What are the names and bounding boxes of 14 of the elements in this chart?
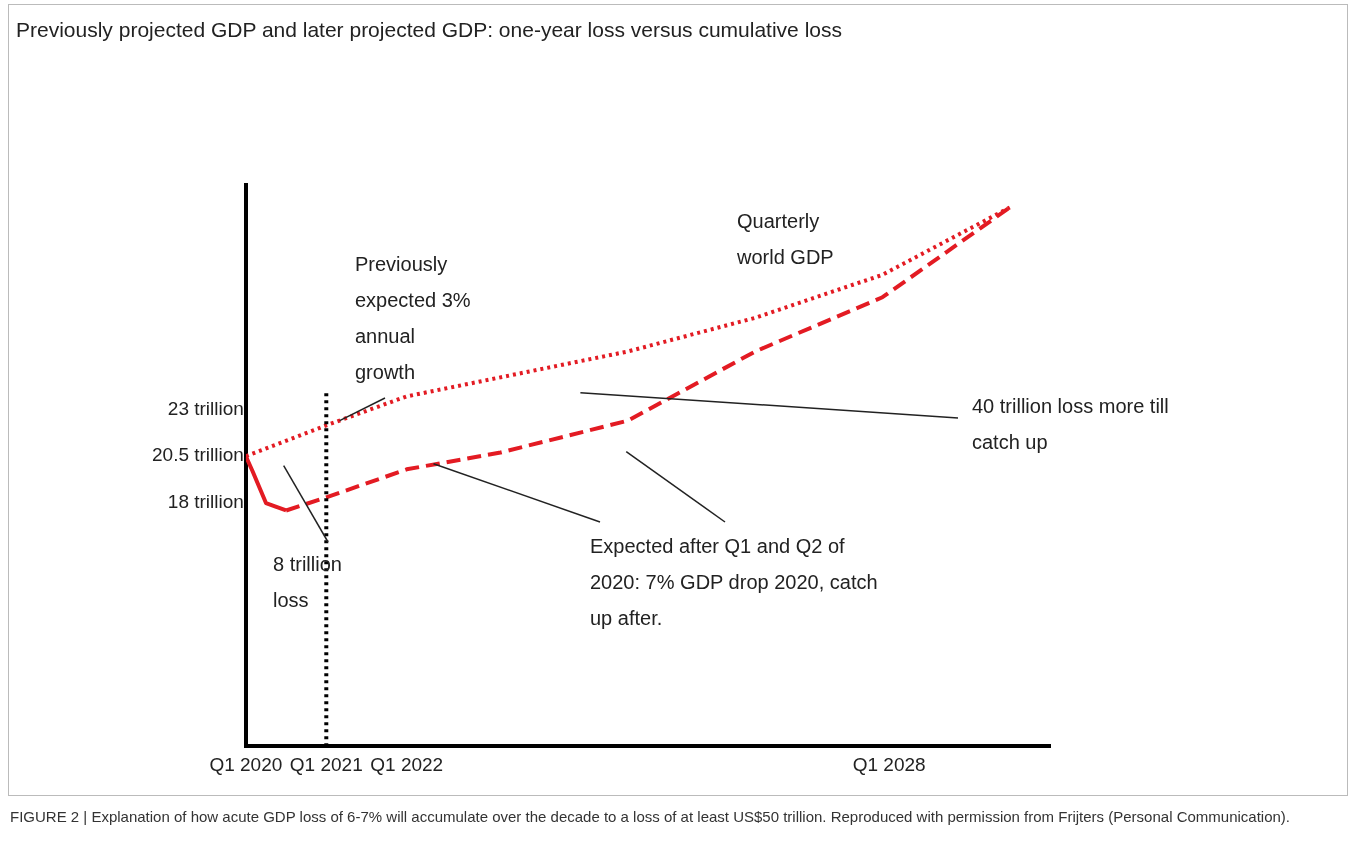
y-tick-label: 23 trillion — [167, 397, 244, 419]
annotation: Previously expected 3% annual growth — [355, 252, 472, 385]
x-tick-label: Q1 2028 — [852, 753, 926, 775]
x-tick-label: Q1 2022 — [370, 753, 444, 775]
y-tick-label: 18 trillion — [167, 491, 244, 513]
annotation: Quarterly world GDP — [737, 209, 835, 270]
annotation: Expected after Q1 and Q2 of 2020: 7% GDP drop 2020, catch up after. — [590, 534, 879, 631]
caption: FIGURE 2 | Explanation of how acute GDP loss of 6-7% will accumulate over the decade to a loss of at least US$50 trillion. Reproduced with permission from Frijters (Personal Communication). — [10, 807, 1292, 827]
annotation: 40 trillion loss more till catch up — [972, 394, 1170, 455]
y-tick-label: 20.5 trillion — [151, 444, 244, 466]
x-tick-label: Q1 2021 — [289, 753, 363, 775]
chart-title: Previously projected GDP and later projected GDP: one-year loss versus cumulative loss — [16, 18, 842, 42]
x-tick-label: Q1 2020 — [209, 753, 283, 775]
annotation: 8 trillion loss — [273, 552, 343, 613]
